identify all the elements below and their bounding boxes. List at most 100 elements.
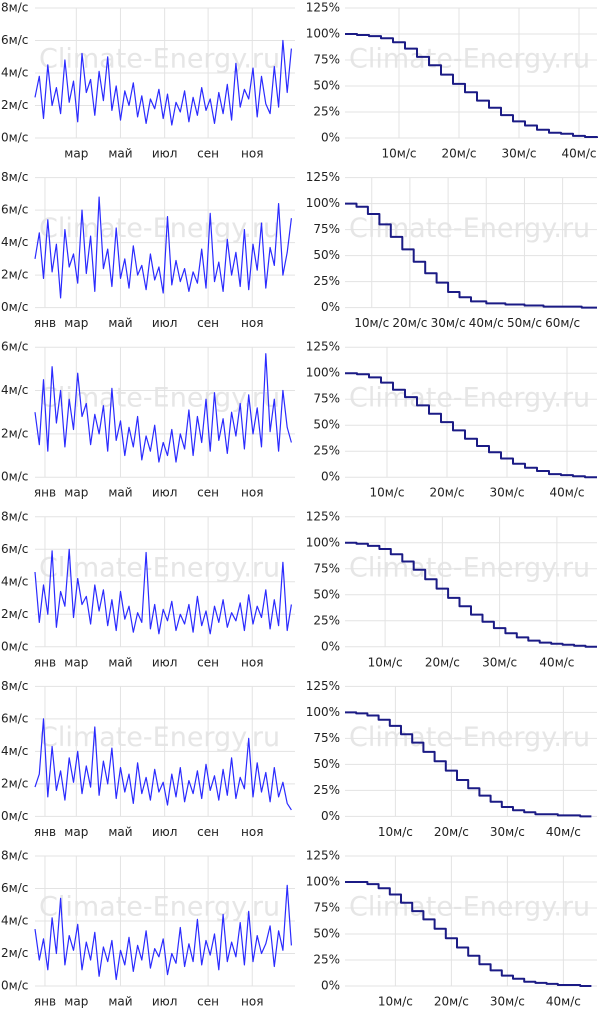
x-tick-label: июл — [152, 147, 178, 161]
x-tick-label: 30м/с — [431, 316, 466, 330]
x-tick-label: 40м/с — [550, 486, 585, 500]
x-tick-label: 40м/с — [539, 655, 574, 669]
x-tick-label: янв — [34, 316, 56, 330]
y-tick-label: 4м/с — [1, 66, 28, 80]
y-tick-label: 0% — [321, 809, 340, 823]
x-tick-label: июл — [152, 655, 178, 669]
x-tick-label: 40м/с — [546, 995, 581, 1009]
x-tick-label: 10м/с — [368, 655, 403, 669]
watermark: Climate-Energy.ru — [349, 552, 590, 583]
y-tick-label: 6м/с — [1, 33, 28, 47]
y-tick-label: 0% — [321, 470, 340, 484]
x-tick-label: 10м/с — [382, 147, 417, 161]
step-line — [345, 881, 592, 987]
x-tick-label: янв — [34, 825, 56, 839]
x-tick-label: мар — [64, 995, 88, 1009]
y-tick-label: 125% — [306, 340, 340, 354]
watermark: Climate-Energy.ru — [349, 383, 590, 414]
y-tick-label: 8м/с — [1, 1, 28, 15]
y-tick-label: 0м/с — [1, 979, 28, 993]
y-tick-label: 8м/с — [1, 679, 28, 693]
x-tick-label: 30м/с — [490, 995, 525, 1009]
x-tick-label: янв — [34, 486, 56, 500]
y-tick-label: 100% — [306, 196, 340, 210]
x-tick-label: 40м/с — [469, 316, 504, 330]
y-tick-label: 0% — [321, 300, 340, 314]
y-tick-label: 75% — [313, 53, 340, 67]
x-tick-label: май — [108, 486, 132, 500]
watermark: Climate-Energy.ru — [349, 892, 590, 923]
x-tick-label: июл — [152, 486, 178, 500]
y-tick-label: 4м/с — [1, 235, 28, 249]
line — [34, 39, 292, 126]
x-tick-label: 20м/с — [434, 825, 469, 839]
y-tick-label: 50% — [313, 587, 340, 601]
x-tick-label: 50м/с — [507, 316, 542, 330]
y-tick-label: 125% — [306, 509, 340, 523]
y-tick-label: 25% — [313, 953, 340, 967]
step-line — [345, 33, 598, 138]
y-tick-label: 8м/с — [1, 849, 28, 863]
x-tick-label: 10м/с — [378, 825, 413, 839]
x-tick-label: 20м/с — [392, 316, 427, 330]
y-tick-label: 125% — [306, 849, 340, 863]
y-tick-label: 0% — [321, 979, 340, 993]
y-tick-label: 2м/с — [1, 946, 28, 960]
x-tick-label: 40м/с — [546, 825, 581, 839]
y-tick-label: 125% — [306, 170, 340, 184]
x-tick-label: 40м/с — [562, 147, 597, 161]
x-tick-label: мар — [64, 655, 88, 669]
y-tick-label: 50% — [313, 418, 340, 432]
y-tick-label: 0% — [321, 131, 340, 145]
y-tick-label: 100% — [306, 705, 340, 719]
y-tick-label: 50% — [313, 79, 340, 93]
line — [34, 718, 292, 811]
x-tick-label: сен — [197, 486, 219, 500]
y-tick-label: 6м/с — [1, 340, 28, 354]
x-tick-label: 20м/с — [430, 486, 465, 500]
watermark: Climate-Energy.ru — [39, 552, 280, 583]
x-tick-label: май — [108, 655, 132, 669]
y-tick-label: 75% — [313, 731, 340, 745]
x-tick-label: 10м/с — [378, 995, 413, 1009]
watermark: Climate-Energy.ru — [349, 722, 590, 753]
y-tick-label: 75% — [313, 392, 340, 406]
x-tick-label: 20м/с — [434, 995, 469, 1009]
y-tick-label: 25% — [313, 444, 340, 458]
x-tick-label: янв — [34, 995, 56, 1009]
x-tick-label: 30м/с — [482, 655, 517, 669]
line — [34, 353, 292, 463]
x-tick-label: июл — [152, 995, 178, 1009]
x-tick-label: 20м/с — [425, 655, 460, 669]
y-tick-label: 2м/с — [1, 426, 28, 440]
x-tick-label: ноя — [241, 486, 263, 500]
y-tick-label: 6м/с — [1, 881, 28, 895]
watermark: Climate-Energy.ru — [349, 44, 590, 75]
x-tick-label: май — [108, 825, 132, 839]
watermark: Climate-Energy.ru — [39, 892, 280, 923]
x-tick-label: ноя — [241, 995, 263, 1009]
y-tick-label: 2м/с — [1, 607, 28, 621]
y-tick-label: 25% — [313, 274, 340, 288]
x-tick-label: май — [108, 147, 132, 161]
y-tick-label: 6м/с — [1, 203, 28, 217]
y-tick-label: 4м/с — [1, 574, 28, 588]
y-tick-label: 8м/с — [1, 509, 28, 523]
line — [34, 884, 292, 981]
x-tick-label: янв — [34, 655, 56, 669]
y-tick-label: 0м/с — [1, 639, 28, 653]
x-tick-label: 10м/с — [354, 316, 389, 330]
x-tick-label: 10м/с — [370, 486, 405, 500]
x-tick-label: сен — [197, 316, 219, 330]
y-tick-label: 50% — [313, 248, 340, 262]
y-tick-label: 0% — [321, 639, 340, 653]
x-tick-label: сен — [197, 995, 219, 1009]
y-tick-label: 50% — [313, 757, 340, 771]
x-tick-label: июл — [152, 825, 178, 839]
y-tick-label: 4м/с — [1, 914, 28, 928]
y-tick-label: 2м/с — [1, 98, 28, 112]
y-tick-label: 0м/с — [1, 131, 28, 145]
x-tick-label: 20м/с — [442, 147, 477, 161]
y-tick-label: 100% — [306, 875, 340, 889]
